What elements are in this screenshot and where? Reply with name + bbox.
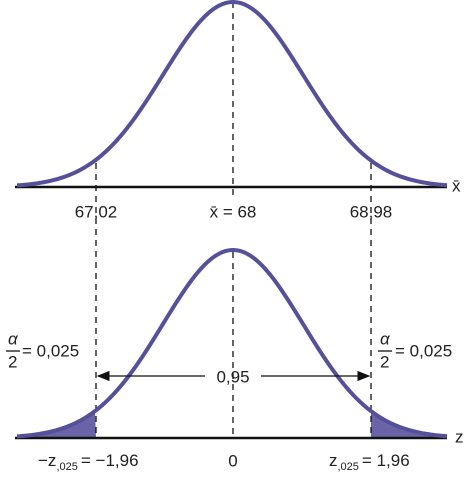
right-value-label: 68,98	[350, 202, 393, 221]
alpha-value-right: = 0,025	[395, 341, 452, 360]
left-z-label: −z,025 = −1,96	[38, 451, 139, 472]
right-z-label: z,025 = 1,96	[329, 451, 410, 472]
bottom-normal-curve	[16, 247, 448, 439]
top-axis-label: x̄	[452, 176, 461, 195]
z-subscript: ,025	[338, 461, 359, 473]
two-right: 2	[380, 352, 389, 371]
right-tail-area	[371, 411, 447, 438]
zero-label: 0	[228, 451, 237, 470]
z-symbol: z	[329, 451, 338, 470]
z-subscript: ,025	[56, 461, 77, 473]
mean-label: x̄ = 68	[210, 202, 257, 221]
two-left: 2	[8, 352, 17, 371]
z-symbol: −z	[38, 451, 56, 470]
z-value: = −1,96	[81, 451, 139, 470]
alpha-right: α	[380, 329, 391, 348]
middle-area-label: 0,95	[216, 367, 249, 386]
z-value: = 1,96	[362, 451, 410, 470]
top-normal-curve	[16, 0, 448, 188]
alpha-value-left: = 0,025	[22, 341, 79, 360]
left-value-label: 67,02	[75, 202, 118, 221]
bottom-axis-label: z	[455, 427, 464, 446]
alpha-left: α	[8, 329, 19, 348]
left-tail-area	[17, 411, 96, 438]
